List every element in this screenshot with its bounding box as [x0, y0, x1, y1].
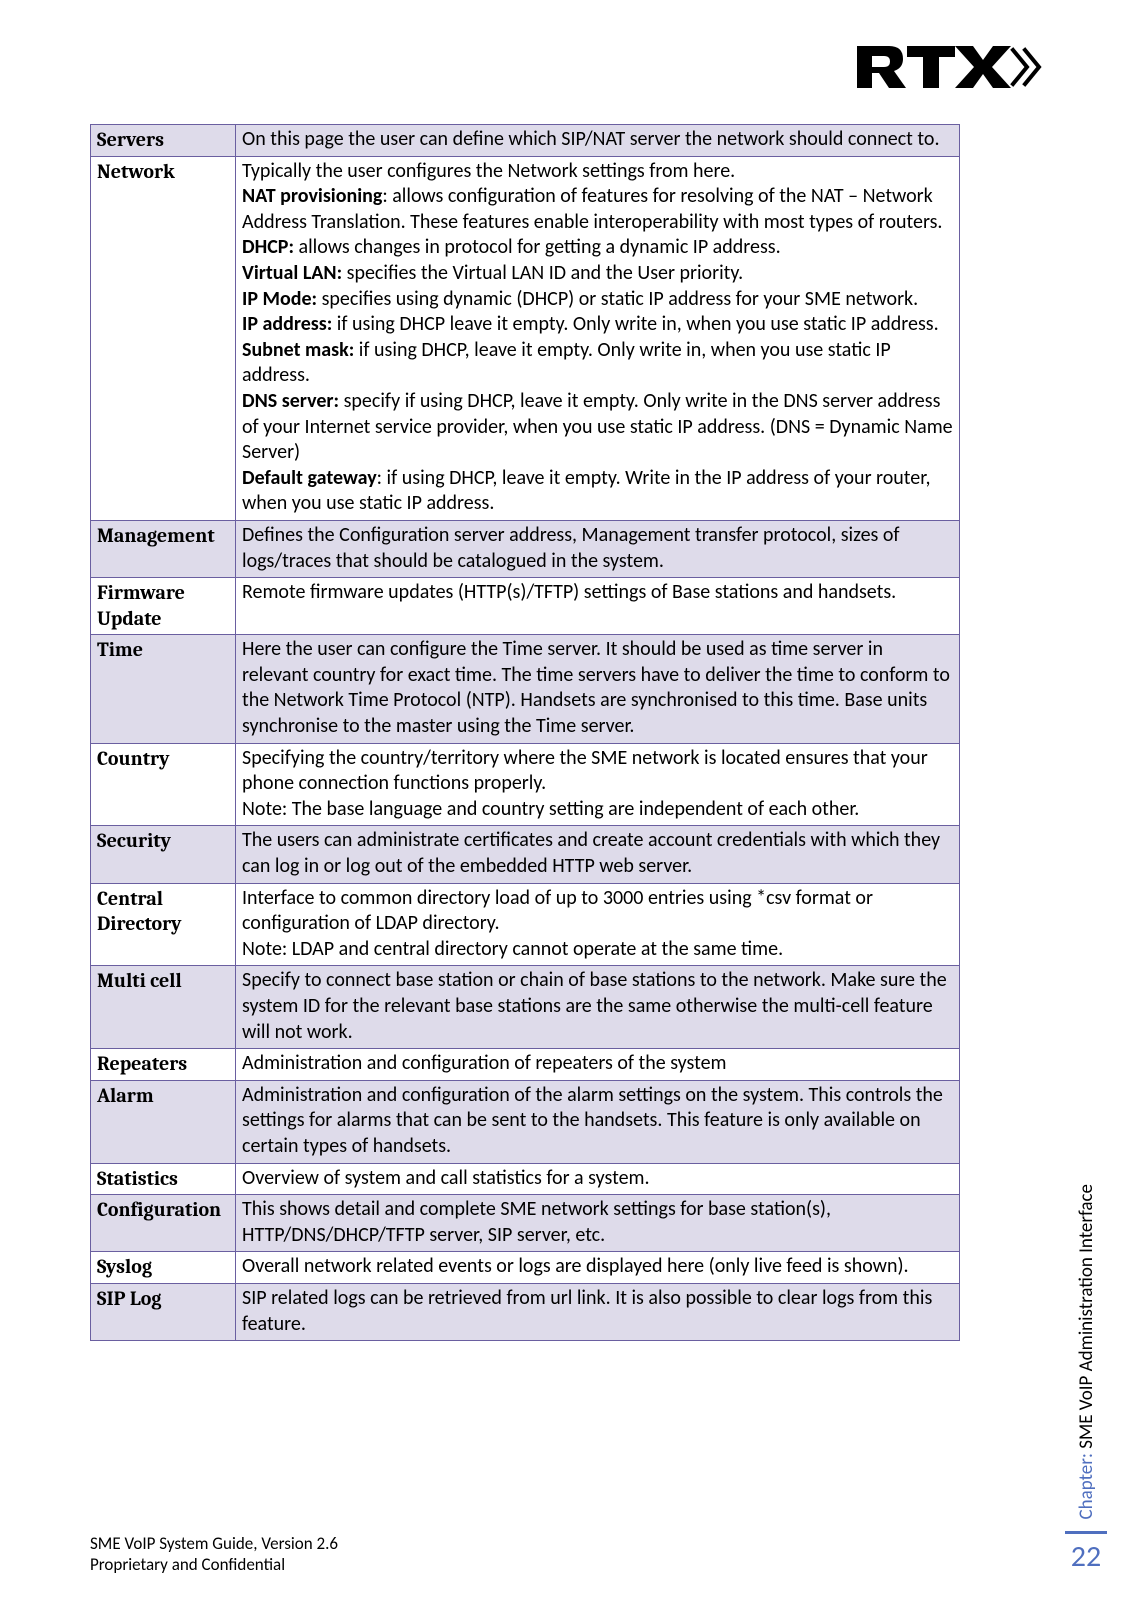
feature-label: Security — [91, 826, 236, 883]
feature-description: Overview of system and call statistics f… — [236, 1163, 960, 1195]
feature-label: Time — [91, 635, 236, 743]
table-row: NetworkTypically the user configures the… — [91, 156, 960, 520]
feature-description: On this page the user can define which S… — [236, 125, 960, 157]
feature-label: SIP Log — [91, 1283, 236, 1340]
table-row: Multi cellSpecify to connect base statio… — [91, 966, 960, 1049]
feature-description: Defines the Configuration server address… — [236, 520, 960, 577]
feature-label: Country — [91, 743, 236, 826]
table-row: SyslogOverall network related events or … — [91, 1252, 960, 1284]
feature-description: SIP related logs can be retrieved from u… — [236, 1283, 960, 1340]
feature-description: Typically the user configures the Networ… — [236, 156, 960, 520]
table-row: AlarmAdministration and configuration of… — [91, 1080, 960, 1163]
table-row: ServersOn this page the user can define … — [91, 125, 960, 157]
feature-description: Interface to common directory load of up… — [236, 883, 960, 966]
footer-line-1: SME VoIP System Guide, Version 2.6 — [90, 1533, 338, 1554]
feature-label: Alarm — [91, 1080, 236, 1163]
feature-label: Statistics — [91, 1163, 236, 1195]
feature-description: Administration and configuration of repe… — [236, 1049, 960, 1081]
feature-description: Remote firmware updates (HTTP(s)/TFTP) s… — [236, 578, 960, 635]
feature-description: Specifying the country/territory where t… — [236, 743, 960, 826]
rtx-logo — [855, 40, 1045, 92]
feature-label: Servers — [91, 125, 236, 157]
feature-label: Multi cell — [91, 966, 236, 1049]
chapter-label: Chapter: SME VoIP Administration Interfa… — [1075, 1184, 1098, 1520]
feature-description: Overall network related events or logs a… — [236, 1252, 960, 1284]
features-table: ServersOn this page the user can define … — [90, 124, 960, 1341]
footer-line-2: Proprietary and Confidential — [90, 1554, 338, 1575]
feature-label: Network — [91, 156, 236, 520]
table-row: TimeHere the user can configure the Time… — [91, 635, 960, 743]
table-row: SIP LogSIP related logs can be retrieved… — [91, 1283, 960, 1340]
feature-description: The users can administrate certificates … — [236, 826, 960, 883]
table-row: RepeatersAdministration and configuratio… — [91, 1049, 960, 1081]
table-row: SecurityThe users can administrate certi… — [91, 826, 960, 883]
feature-label: Repeaters — [91, 1049, 236, 1081]
feature-label: Firmware Update — [91, 578, 236, 635]
table-row: ConfigurationThis shows detail and compl… — [91, 1195, 960, 1252]
feature-description: Specify to connect base station or chain… — [236, 966, 960, 1049]
feature-description: Here the user can configure the Time ser… — [236, 635, 960, 743]
sidebar: Chapter: SME VoIP Administration Interfa… — [1065, 1184, 1107, 1575]
feature-label: Configuration — [91, 1195, 236, 1252]
table-row: ManagementDefines the Configuration serv… — [91, 520, 960, 577]
table-row: Firmware UpdateRemote firmware updates (… — [91, 578, 960, 635]
page-number: 22 — [1065, 1531, 1107, 1575]
table-row: StatisticsOverview of system and call st… — [91, 1163, 960, 1195]
feature-label: Central Directory — [91, 883, 236, 966]
page-footer: SME VoIP System Guide, Version 2.6 Propr… — [90, 1533, 338, 1576]
table-row: CountrySpecifying the country/territory … — [91, 743, 960, 826]
feature-description: Administration and configuration of the … — [236, 1080, 960, 1163]
feature-description: This shows detail and complete SME netwo… — [236, 1195, 960, 1252]
feature-label: Syslog — [91, 1252, 236, 1284]
table-row: Central DirectoryInterface to common dir… — [91, 883, 960, 966]
feature-label: Management — [91, 520, 236, 577]
